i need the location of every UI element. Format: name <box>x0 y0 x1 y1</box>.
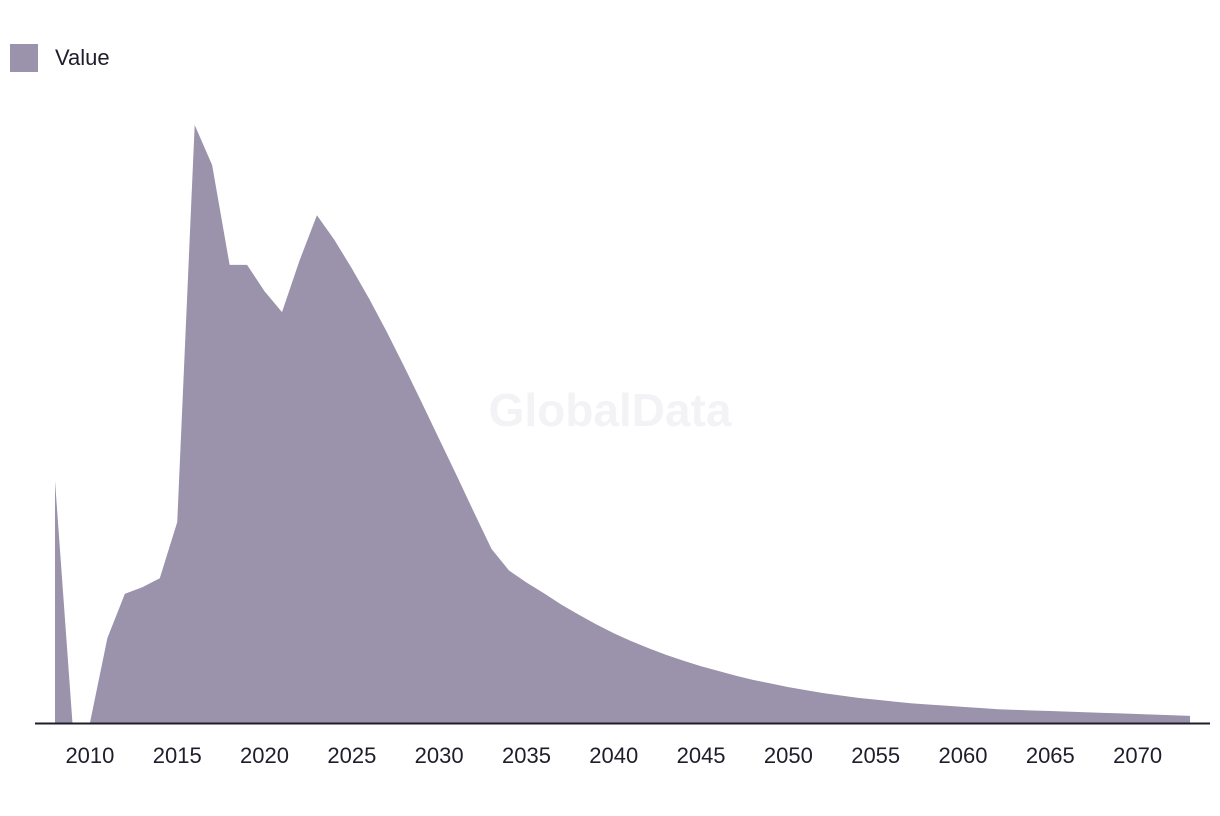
x-tick-label: 2025 <box>327 743 376 768</box>
watermark: GlobalData <box>489 384 732 436</box>
x-tick-label: 2015 <box>153 743 202 768</box>
legend-swatch <box>10 44 38 72</box>
area-layer <box>55 125 1190 723</box>
legend: Value <box>10 44 110 72</box>
x-tick-label: 2035 <box>502 743 551 768</box>
x-tick-label: 2045 <box>677 743 726 768</box>
x-tick-label: 2010 <box>65 743 114 768</box>
x-axis-ticks: 2010 2015 2020 2025 2030 2035 2040 2045 2050 2055… <box>65 743 1162 768</box>
x-tick-label: 2060 <box>939 743 988 768</box>
series-value-area <box>55 125 1190 723</box>
legend-label: Value <box>55 45 110 70</box>
x-tick-label: 2040 <box>589 743 638 768</box>
x-tick-label: 2020 <box>240 743 289 768</box>
x-tick-label: 2050 <box>764 743 813 768</box>
x-tick-label: 2065 <box>1026 743 1075 768</box>
x-tick-label: 2030 <box>415 743 464 768</box>
x-tick-label: 2055 <box>851 743 900 768</box>
x-tick-label: 2070 <box>1113 743 1162 768</box>
